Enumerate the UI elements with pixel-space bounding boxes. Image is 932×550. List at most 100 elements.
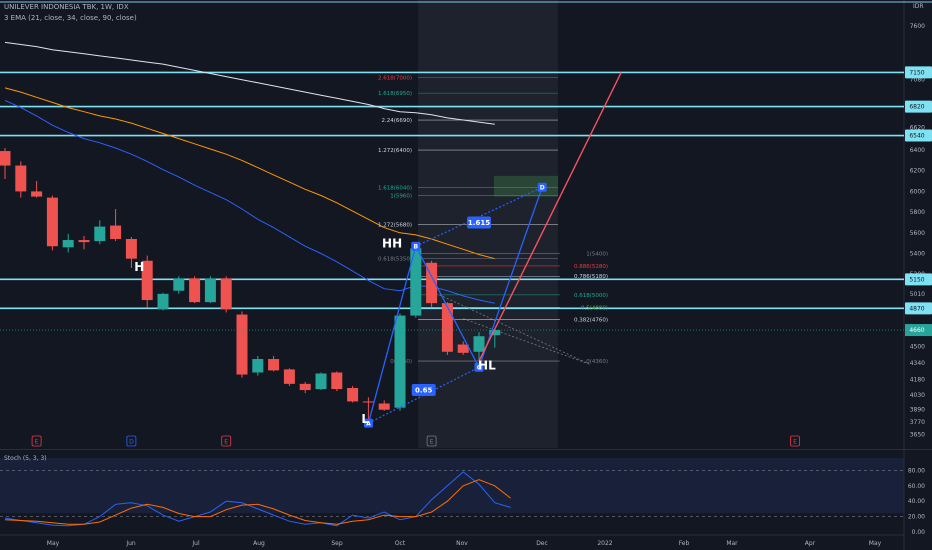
abcd-point-marker	[363, 418, 373, 428]
event-marker-label: E	[224, 439, 228, 446]
candle-body	[236, 314, 248, 375]
current-price-label: 4660	[909, 327, 924, 334]
level-label: 5150	[909, 276, 924, 283]
fib-retracement-label: 0(4360)	[586, 359, 608, 365]
candle-body	[347, 387, 359, 402]
candle-body	[204, 278, 216, 303]
time-tick: Mar	[726, 540, 738, 547]
abcd-point-marker	[474, 362, 484, 372]
candle-body	[473, 336, 485, 352]
time-tick: Dec	[536, 540, 548, 547]
fib-retracement-label: 1(5400)	[586, 251, 608, 257]
event-marker-label: E	[35, 439, 39, 446]
pattern-annotation: HH	[382, 236, 402, 250]
price-tick: 3770	[910, 419, 925, 426]
candle-body	[78, 240, 90, 243]
price-tick: 5600	[910, 230, 925, 237]
candle-body	[426, 262, 438, 304]
candle-body	[457, 344, 469, 353]
price-tick: 4500	[910, 344, 925, 351]
price-tick: 6000	[910, 188, 925, 195]
ratio-badge	[411, 384, 436, 397]
candle-body	[252, 359, 264, 373]
candle-body	[394, 315, 406, 408]
stoch-tick: 80.00	[908, 467, 925, 474]
fib-retracement-label: 0.5(4880)	[581, 305, 608, 311]
ratio-badge	[467, 216, 491, 229]
candle-body	[46, 197, 58, 247]
level-badge	[905, 66, 932, 79]
price-tick: 4340	[910, 360, 925, 367]
price-tick: 6620	[910, 124, 925, 131]
candle-body	[220, 278, 232, 310]
fib-extension-label: 2.24(6690)	[381, 118, 412, 124]
price-tick: 4030	[910, 392, 925, 399]
ratio-label: 0.65	[415, 387, 432, 395]
ratio-label: 1.615	[468, 219, 490, 227]
event-marker-label: E	[793, 439, 797, 446]
event-marker	[31, 435, 42, 447]
candle-body	[441, 303, 453, 352]
time-tick: Aug	[253, 540, 265, 547]
trend-line-red	[478, 72, 622, 362]
pattern-annotation: HL	[478, 358, 496, 372]
fib-extension-label: 1.618(6040)	[378, 185, 412, 191]
stoch-tick: 0.00	[912, 529, 926, 536]
time-tick: Jun	[125, 540, 136, 547]
level-badge	[905, 129, 932, 142]
abcd-leg	[478, 187, 543, 368]
fib-extension-label: 2.618(7000)	[378, 76, 412, 82]
event-marker	[126, 435, 137, 447]
time-tick: May	[869, 540, 882, 547]
abcd-point-label: B	[414, 243, 419, 250]
candle-body	[31, 191, 43, 197]
chart-title: UNILEVER INDONESIA TBK, 1W, IDX	[4, 3, 129, 11]
price-tick: 5010	[910, 291, 925, 298]
indicator-legend: 3 EMA (21, close, 34, close, 90, close)	[4, 14, 137, 22]
fib-extension-label: 1.618(6950)	[378, 91, 412, 97]
candle-body	[189, 278, 201, 303]
candle-body	[489, 330, 501, 336]
event-marker	[426, 435, 437, 447]
fib-retracement-label: 0.618(5000)	[574, 293, 608, 299]
ema-line-2	[4, 41, 495, 125]
abcd-point-marker	[411, 241, 421, 251]
fib-extension-label: 1.272(6400)	[378, 148, 412, 154]
time-tick: Oct	[395, 540, 406, 547]
abcd-point-label: C	[477, 364, 482, 371]
pattern-annotation: H	[134, 260, 144, 274]
time-tick: Apr	[805, 540, 816, 547]
fib-retracement-label: 0.382(4760)	[574, 318, 608, 324]
current-price-badge	[905, 324, 932, 337]
candle-body	[331, 372, 343, 390]
candle-body	[315, 373, 327, 390]
abcd-point-label: A	[366, 420, 371, 427]
fib-extension-label: 0.618(5350)	[378, 257, 412, 263]
candle-body	[378, 403, 390, 410]
time-tick: Sep	[331, 540, 343, 547]
level-label: 6820	[909, 104, 924, 111]
candle-body	[94, 226, 106, 242]
stoch-line-k	[4, 471, 511, 527]
level-badge	[905, 302, 932, 315]
price-tick: 7080	[910, 77, 925, 84]
target-zone	[494, 175, 558, 197]
candle-body	[173, 278, 185, 291]
level-badge	[905, 273, 932, 286]
candle-body	[62, 240, 74, 248]
event-marker-label: E	[430, 439, 434, 446]
abcd-leg	[367, 246, 417, 424]
abcd-point-marker	[537, 182, 547, 192]
stoch-tick: 20.00	[908, 514, 925, 521]
price-tick: 7600	[910, 23, 925, 30]
abcd-leg	[415, 245, 480, 368]
fib-extension-label: 1(5960)	[390, 194, 412, 200]
time-tick: May	[47, 540, 60, 547]
time-tick: Nov	[456, 540, 468, 547]
candle-body	[125, 239, 137, 259]
price-tick: 6200	[910, 168, 925, 175]
pattern-annotation: L	[361, 412, 369, 426]
price-tick: 3650	[910, 432, 925, 439]
candle-body	[410, 248, 422, 316]
